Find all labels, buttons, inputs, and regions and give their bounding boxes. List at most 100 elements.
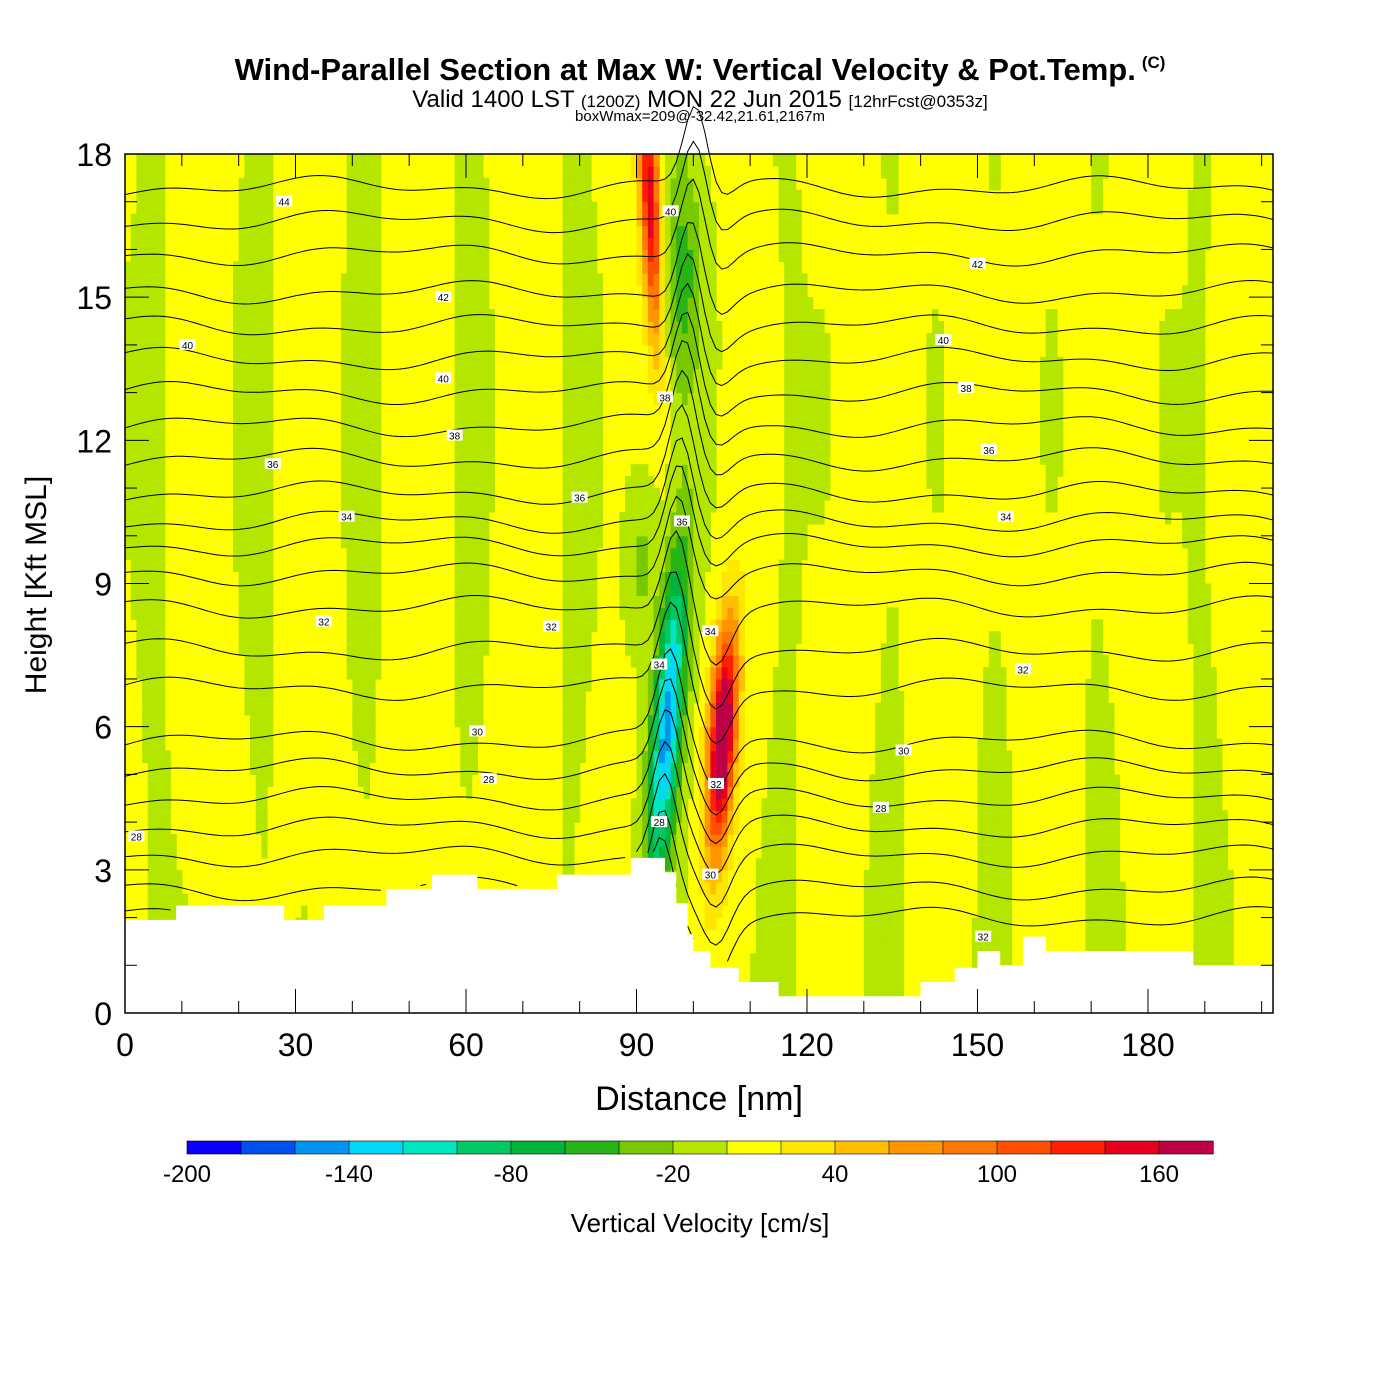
velocity-cell xyxy=(681,332,689,346)
velocity-cell xyxy=(892,822,899,835)
velocity-cell xyxy=(801,392,808,406)
velocity-cell xyxy=(1051,368,1058,382)
velocity-cell xyxy=(465,595,473,608)
velocity-cell xyxy=(1113,822,1121,835)
velocity-cell xyxy=(1165,404,1172,418)
velocity-cell xyxy=(1085,750,1092,764)
velocity-cell xyxy=(659,786,666,799)
velocity-cell xyxy=(579,476,586,489)
velocity-cell xyxy=(147,786,155,799)
velocity-cell xyxy=(863,905,871,919)
velocity-cell xyxy=(579,595,586,608)
velocity-cell xyxy=(880,881,888,895)
velocity-cell xyxy=(778,619,785,632)
velocity-cell xyxy=(454,404,461,418)
velocity-cell xyxy=(568,726,575,740)
velocity-cell xyxy=(937,392,944,406)
velocity-cell xyxy=(670,750,677,764)
velocity-cell xyxy=(926,404,933,418)
velocity-cell xyxy=(147,404,155,418)
velocity-cell xyxy=(352,678,359,692)
velocity-cell xyxy=(653,834,660,847)
velocity-cell xyxy=(261,786,268,799)
velocity-cell xyxy=(1176,499,1183,513)
velocity-cell xyxy=(1199,917,1206,931)
velocity-cell xyxy=(573,332,581,346)
velocity-cell xyxy=(147,893,155,907)
velocity-cell xyxy=(647,714,655,728)
velocity-cell xyxy=(687,774,694,787)
velocity-cell xyxy=(477,261,484,274)
velocity-cell xyxy=(460,571,467,585)
velocity-cell xyxy=(465,559,473,573)
velocity-cell xyxy=(994,834,1001,847)
velocity-cell xyxy=(789,452,797,465)
velocity-cell xyxy=(568,619,575,632)
velocity-cell xyxy=(664,631,672,644)
velocity-cell xyxy=(801,535,808,549)
velocity-cell xyxy=(159,321,166,334)
velocity-cell xyxy=(358,225,365,239)
velocity-cell xyxy=(454,201,461,215)
velocity-cell xyxy=(164,774,172,787)
velocity-cell xyxy=(983,667,990,680)
velocity-cell xyxy=(693,535,700,549)
velocity-cell xyxy=(795,631,802,644)
velocity-cell xyxy=(699,762,706,775)
velocity-cell xyxy=(346,607,353,620)
velocity-cell xyxy=(875,702,882,716)
velocity-cell xyxy=(778,810,785,823)
velocity-cell xyxy=(778,559,785,573)
velocity-cell xyxy=(238,249,245,262)
velocity-cell xyxy=(642,762,649,775)
velocity-cell xyxy=(784,714,791,728)
contour-label: 36 xyxy=(574,494,586,505)
velocity-cell xyxy=(892,798,899,811)
velocity-cell xyxy=(1221,893,1229,907)
velocity-cell xyxy=(454,380,461,394)
velocity-cell xyxy=(676,440,683,453)
velocity-cell xyxy=(488,321,495,334)
velocity-cell xyxy=(369,428,376,441)
velocity-cell xyxy=(159,690,166,704)
velocity-cell xyxy=(142,392,149,406)
velocity-cell xyxy=(659,583,666,597)
velocity-cell xyxy=(1108,810,1115,823)
velocity-cell xyxy=(880,667,888,680)
velocity-cell xyxy=(477,702,484,716)
velocity-cell xyxy=(460,225,467,239)
velocity-cell xyxy=(568,822,575,835)
velocity-cell xyxy=(761,857,768,871)
velocity-cell xyxy=(699,607,706,620)
velocity-cell xyxy=(238,344,245,358)
velocity-cell xyxy=(699,404,706,418)
velocity-cell xyxy=(721,762,729,775)
velocity-cell xyxy=(352,476,359,489)
velocity-cell xyxy=(1193,249,1200,262)
velocity-cell xyxy=(1051,476,1058,489)
velocity-cell xyxy=(568,786,575,799)
velocity-cell xyxy=(704,189,711,203)
velocity-cell xyxy=(733,702,740,716)
velocity-cell xyxy=(721,655,729,668)
velocity-cell xyxy=(778,834,785,847)
velocity-cell xyxy=(670,380,677,394)
velocity-cell xyxy=(244,285,251,298)
velocity-cell xyxy=(579,249,586,262)
velocity-cell xyxy=(1000,834,1007,847)
velocity-cell xyxy=(716,595,723,608)
velocity-cell xyxy=(460,499,467,513)
velocity-cell xyxy=(573,619,581,632)
velocity-cell xyxy=(585,154,592,167)
velocity-cell xyxy=(238,368,245,382)
velocity-cell xyxy=(1176,476,1183,489)
velocity-cell xyxy=(1221,869,1229,883)
velocity-cell xyxy=(130,297,137,310)
velocity-cell xyxy=(642,154,649,167)
velocity-cell xyxy=(562,237,569,251)
velocity-cell xyxy=(642,726,649,740)
velocity-cell xyxy=(670,464,677,477)
velocity-cell xyxy=(1182,404,1189,418)
velocity-cell xyxy=(664,857,672,871)
velocity-cell xyxy=(460,607,467,620)
